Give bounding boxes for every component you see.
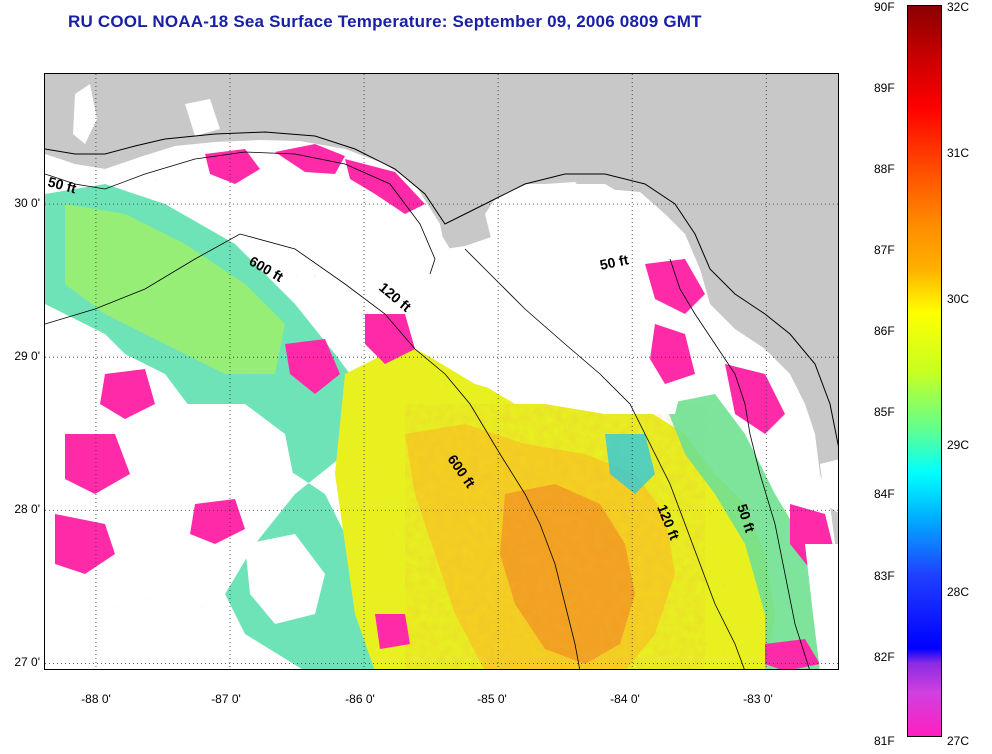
contour-label: 50 ft (598, 251, 630, 273)
contour-line (45, 233, 581, 669)
lon-tick-label: -83 0' (743, 692, 773, 706)
contour-line (669, 258, 810, 669)
colorbar-c-label: 27C (947, 734, 970, 748)
colorbar-f-label: 88F (874, 162, 895, 176)
lat-tick-label: 28 0' (14, 502, 40, 516)
lat-tick-label: 29 0' (14, 349, 40, 363)
map-title: RU COOL NOAA-18 Sea Surface Temperature:… (68, 12, 702, 31)
colorbar-c-label: 32C (947, 0, 970, 14)
temperature-colorbar (907, 5, 942, 737)
contour-line (45, 151, 436, 275)
colorbar-c-label: 29C (947, 438, 970, 452)
colorbar-c-label: 28C (947, 585, 970, 599)
coast-land (45, 74, 838, 444)
colorbar-f-label: 84F (874, 487, 895, 501)
contour-line (464, 248, 745, 669)
lon-tick-label: -87 0' (211, 692, 241, 706)
lon-tick-label: -85 0' (477, 692, 507, 706)
lon-tick-label: -86 0' (345, 692, 375, 706)
colorbar-f-label: 86F (874, 324, 895, 338)
colorbar-f-label: 82F (874, 650, 895, 664)
sst-map-canvas: 50 ft 600 ft 120 ft 50 ft 600 ft 120 ft … (45, 74, 838, 669)
graticule (45, 74, 838, 669)
lon-tick-label: -84 0' (610, 692, 640, 706)
lat-tick-label: 30 0' (14, 196, 40, 210)
colorbar-f-label: 83F (874, 569, 895, 583)
colorbar-f-label: 81F (874, 734, 895, 748)
contour-label: 50 ft (46, 173, 78, 196)
colorbar-c-label: 30C (947, 292, 970, 306)
colorbar-f-label: 90F (874, 0, 895, 14)
lat-tick-label: 27 0' (14, 655, 40, 669)
colorbar-f-label: 89F (874, 81, 895, 95)
cloud-mask (45, 154, 695, 669)
bay (605, 204, 635, 234)
colorbar-f-label: 87F (874, 243, 895, 257)
coastline (45, 131, 838, 447)
lon-tick-label: -88 0' (81, 692, 111, 706)
colorbar-c-label: 31C (947, 146, 970, 160)
sst-map: 50 ft 600 ft 120 ft 50 ft 600 ft 120 ft … (44, 73, 839, 670)
bay (805, 544, 838, 669)
bay (820, 459, 838, 513)
bathymetry-contours (45, 151, 810, 669)
colorbar-f-label: 85F (874, 405, 895, 419)
bay (185, 99, 220, 136)
bay (545, 182, 590, 204)
bay (73, 84, 97, 144)
